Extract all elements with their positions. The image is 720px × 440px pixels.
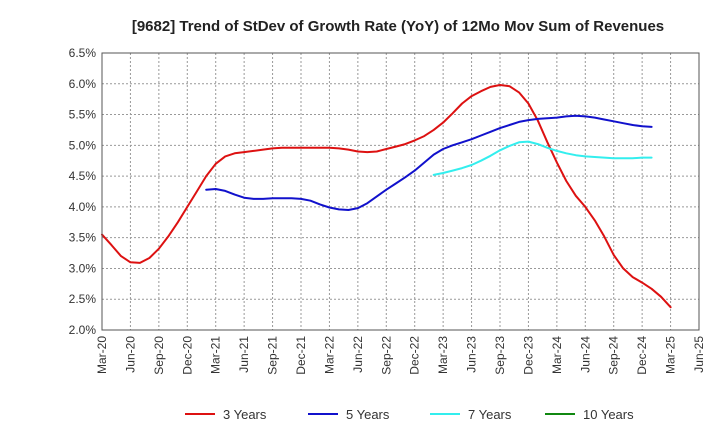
legend-label: 5 Years xyxy=(346,407,390,422)
y-axis: 2.0% 2.5% 3.0% 3.5% 4.0% 4.5% 5.0% 5.5% 6.0% 6.5% xyxy=(69,46,97,337)
series-line-5-years xyxy=(205,114,653,211)
legend-label: 7 Years xyxy=(468,407,512,422)
series-lines xyxy=(101,84,672,309)
x-tick-label: Mar-22 xyxy=(322,336,336,374)
x-tick-label: Sep-22 xyxy=(379,336,393,375)
series-line-7-years xyxy=(432,140,653,176)
x-tick-label: Jun-24 xyxy=(578,336,592,373)
plot-frame xyxy=(101,52,700,331)
legend-label: 10 Years xyxy=(583,407,634,422)
y-tick-label: 6.5% xyxy=(69,46,97,60)
y-tick-label: 3.0% xyxy=(69,261,97,275)
x-tick-label: Jun-22 xyxy=(351,336,365,373)
y-tick-label: 2.0% xyxy=(69,323,97,337)
y-tick-label: 6.0% xyxy=(69,77,97,91)
x-tick-label: Dec-21 xyxy=(294,336,308,375)
y-tick-label: 3.5% xyxy=(69,231,97,245)
y-tick-label: 2.5% xyxy=(69,292,97,306)
x-tick-label: Sep-20 xyxy=(152,336,166,375)
x-tick-label: Sep-24 xyxy=(607,336,621,375)
chart-title: [9682] Trend of StDev of Growth Rate (Yo… xyxy=(132,18,664,35)
y-tick-label: 4.0% xyxy=(69,200,97,214)
series-line-3-years xyxy=(101,84,672,309)
x-tick-label: Jun-21 xyxy=(237,336,251,373)
x-tick-label: Jun-20 xyxy=(123,336,137,373)
x-tick-label: Mar-21 xyxy=(209,336,223,374)
legend: 3 Years 5 Years 7 Years 10 Years xyxy=(185,407,634,422)
x-tick-label: Sep-21 xyxy=(266,336,280,375)
x-tick-label: Mar-25 xyxy=(664,336,678,374)
y-tick-label: 5.5% xyxy=(69,108,97,122)
x-tick-label: Dec-24 xyxy=(635,336,649,375)
x-tick-label: Jun-23 xyxy=(465,336,479,373)
x-tick-label: Dec-23 xyxy=(521,336,535,375)
x-tick-label: Mar-23 xyxy=(436,336,450,374)
x-tick-label: Dec-20 xyxy=(180,336,194,375)
y-tick-label: 5.0% xyxy=(69,138,97,152)
legend-label: 3 Years xyxy=(223,407,267,422)
plot-area xyxy=(102,53,699,330)
x-tick-label: Sep-23 xyxy=(493,336,507,375)
x-tick-label: Jun-25 xyxy=(692,336,706,373)
y-tick-label: 4.5% xyxy=(69,169,97,183)
x-tick-label: Mar-20 xyxy=(95,336,109,374)
x-tick-label: Dec-22 xyxy=(408,336,422,375)
x-tick-label: Mar-24 xyxy=(550,336,564,374)
x-axis: Mar-20 Jun-20 Sep-20 Dec-20 Mar-21 Jun-21 Sep-… xyxy=(95,336,706,375)
